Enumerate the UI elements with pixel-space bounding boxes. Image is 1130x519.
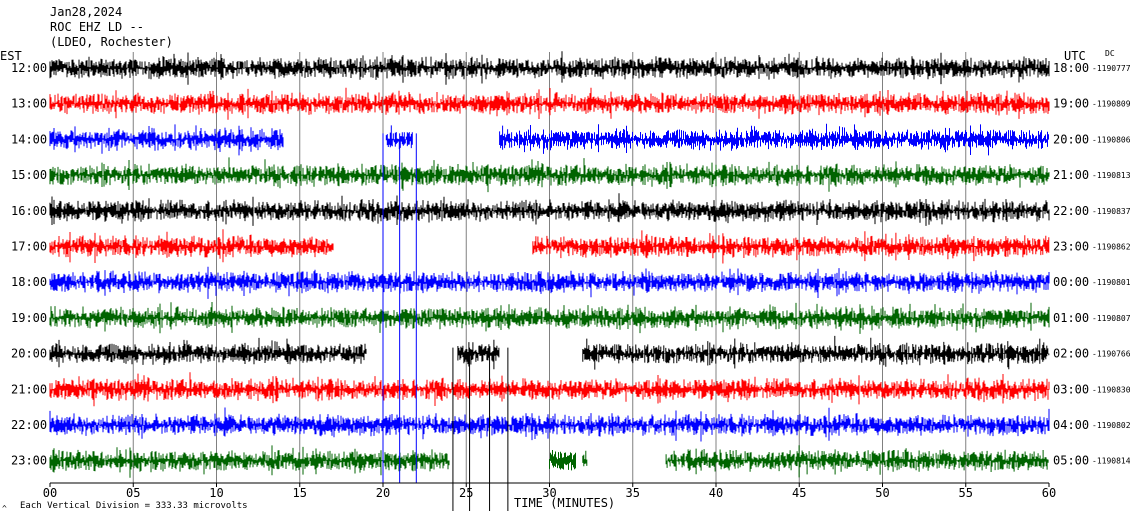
trace-segment	[549, 450, 576, 471]
x-tick-label: 20	[376, 486, 390, 500]
trace-segment	[665, 445, 1049, 478]
row-label-dc: -1190802	[1092, 421, 1130, 430]
row-label-dc: -1190809	[1092, 100, 1130, 109]
x-tick-label: 50	[875, 486, 889, 500]
row-label-utc: 01:00	[1053, 311, 1089, 325]
row-label-dc: -1190777	[1092, 64, 1130, 73]
row-label-est: 13:00	[11, 97, 47, 111]
row-label-utc: 21:00	[1053, 168, 1089, 182]
row-label-est: 23:00	[11, 454, 47, 468]
x-tick-label: 00	[43, 486, 57, 500]
trace-segment	[49, 124, 284, 156]
x-tick-label: 10	[209, 486, 223, 500]
trace-segment	[49, 337, 367, 368]
row-label-utc: 19:00	[1053, 97, 1089, 111]
trace-segment	[582, 335, 1050, 370]
row-label-est: 20:00	[11, 347, 47, 361]
trace-segment	[49, 229, 334, 263]
row-label-est: 18:00	[11, 275, 47, 289]
row-label-dc: -1190766	[1092, 350, 1130, 359]
x-tick-label: 55	[959, 486, 973, 500]
x-tick-label: 30	[542, 486, 556, 500]
station-title: ROC EHZ LD --	[50, 20, 144, 34]
trace-segment	[582, 450, 588, 467]
row-label-utc: 03:00	[1053, 382, 1089, 396]
row-label-dc: -1190807	[1092, 314, 1130, 323]
x-tick-label: 05	[126, 486, 140, 500]
row-label-utc: 00:00	[1053, 275, 1089, 289]
date-label: Jan28,2024	[50, 5, 122, 19]
row-label-dc: -1190806	[1092, 135, 1130, 144]
row-label-dc: -1190813	[1092, 171, 1130, 180]
row-label-utc: 05:00	[1053, 454, 1089, 468]
trace-segment	[457, 339, 500, 370]
trace-segment	[385, 125, 413, 150]
row-label-dc: -1190801	[1092, 278, 1130, 287]
trace-segment	[49, 445, 450, 478]
row-label-utc: 02:00	[1053, 347, 1089, 361]
x-tick-label: 35	[626, 486, 640, 500]
trace-segment	[532, 230, 1050, 264]
trace-segment	[49, 51, 1050, 85]
row-label-dc: -1190837	[1092, 207, 1130, 216]
network-subtitle: (LDEO, Rochester)	[50, 35, 173, 49]
trace-segment	[499, 123, 1049, 156]
scale-note: Each Vertical Division = 333.33 microvol…	[20, 501, 248, 511]
row-label-est: 19:00	[11, 311, 47, 325]
row-label-est: 21:00	[11, 382, 47, 396]
row-label-est: 22:00	[11, 418, 47, 432]
row-label-dc: -1190862	[1092, 243, 1130, 252]
row-label-est: 17:00	[11, 240, 47, 254]
row-label-est: 16:00	[11, 204, 47, 218]
row-label-utc: 04:00	[1053, 418, 1089, 432]
x-ticks: 00 05 10 15 20 25 30 35 40 45 50 55 60	[43, 482, 1056, 500]
trace-segment	[49, 87, 1050, 120]
row-label-utc: 23:00	[1053, 240, 1089, 254]
traces	[49, 51, 1050, 511]
footer-mark: ^	[2, 504, 7, 513]
row-label-dc: -1190814	[1092, 457, 1130, 466]
row-label-est: 12:00	[11, 61, 47, 75]
x-tick-label: 45	[792, 486, 806, 500]
dc-axis-label: DC	[1105, 49, 1115, 58]
est-axis-label: EST	[0, 49, 22, 63]
utc-axis-label: UTC	[1064, 49, 1086, 63]
grid	[132, 52, 967, 483]
x-tick-label: 15	[293, 486, 307, 500]
row-label-utc: 22:00	[1053, 204, 1089, 218]
row-label-est: 15:00	[11, 168, 47, 182]
x-tick-label: 40	[709, 486, 723, 500]
row-label-est: 14:00	[11, 132, 47, 146]
row-label-dc: -1190830	[1092, 385, 1130, 394]
x-tick-label: 25	[459, 486, 473, 500]
x-axis-title: TIME (MINUTES)	[514, 496, 615, 510]
x-tick-label: 60	[1042, 486, 1056, 500]
row-label-utc: 18:00	[1053, 61, 1089, 75]
row-label-utc: 20:00	[1053, 132, 1089, 146]
